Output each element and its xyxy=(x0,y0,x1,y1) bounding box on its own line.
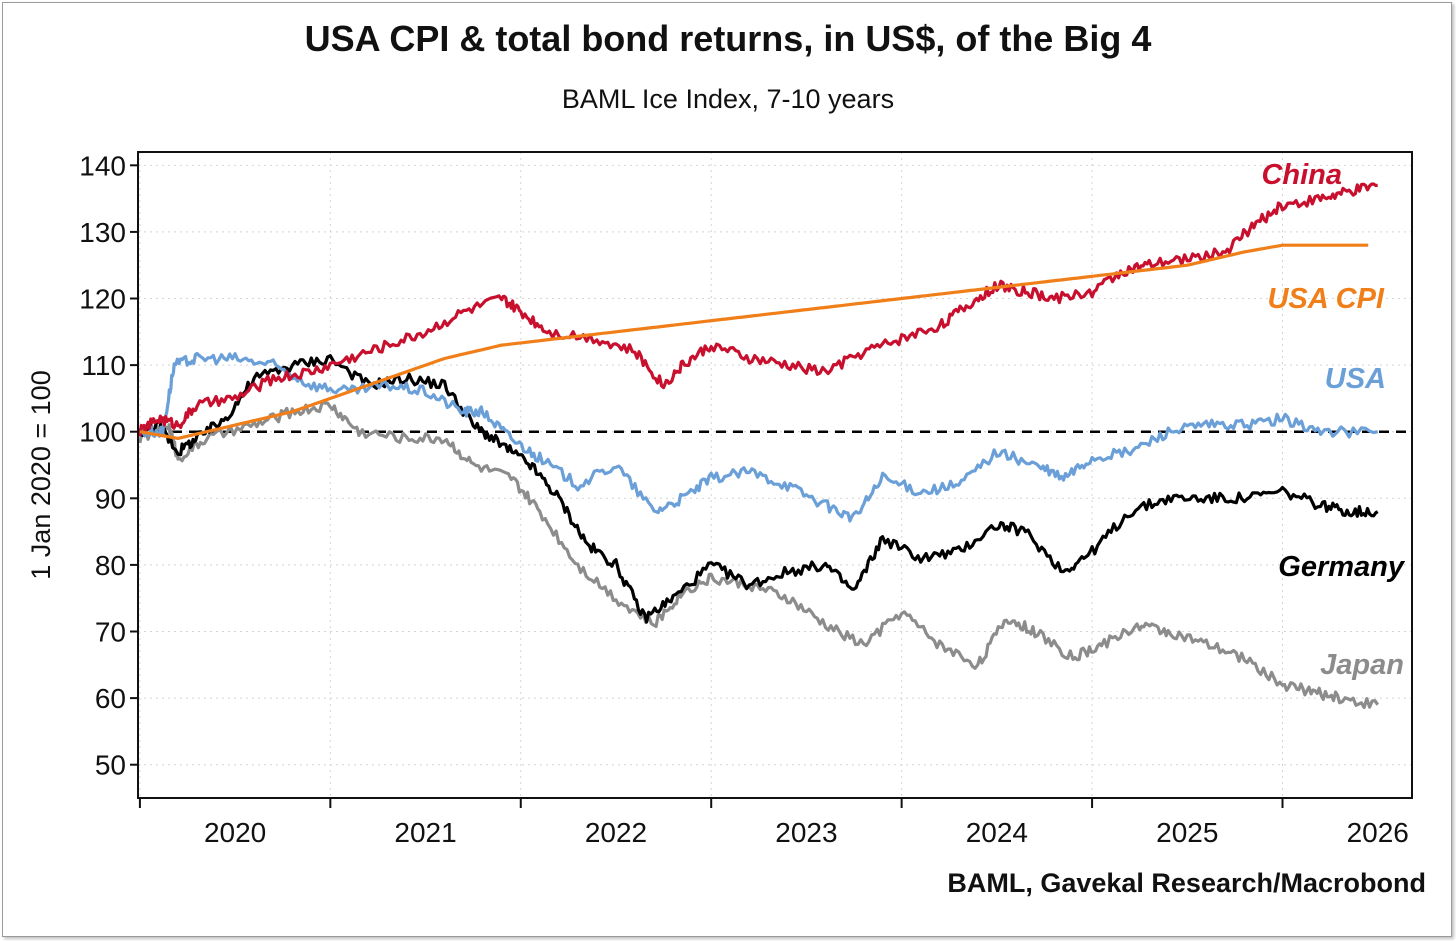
series-line-china xyxy=(138,182,1378,437)
y-axis-label: 1 Jan 2020 = 100 xyxy=(26,370,56,579)
x-tick-label: 2025 xyxy=(1156,817,1218,848)
y-tick-label: 50 xyxy=(95,750,126,781)
chart-subtitle: BAML Ice Index, 7-10 years xyxy=(561,84,895,114)
y-tick-label: 60 xyxy=(95,683,126,714)
x-tick-label: 2021 xyxy=(394,817,456,848)
y-tick-label: 100 xyxy=(79,417,126,448)
x-tick-label: 2020 xyxy=(204,817,266,848)
chart-title: USA CPI & total bond returns, in US$, of… xyxy=(304,18,1152,59)
series-lines xyxy=(138,182,1380,710)
x-axis-ticks: 2020 2021 2022 2023 2024 2025 2026 xyxy=(138,798,1409,848)
grid-lines xyxy=(138,152,1412,798)
y-tick-label: 80 xyxy=(95,550,126,581)
y-tick-label: 70 xyxy=(95,617,126,648)
y-axis-ticks: 50 60 70 80 90 100 110 120 130 140 xyxy=(79,150,138,781)
series-line-japan xyxy=(138,400,1380,710)
chart-source: BAML, Gavekal Research/Macrobond xyxy=(947,868,1426,898)
x-tick-label: 2024 xyxy=(966,817,1028,848)
y-tick-label: 120 xyxy=(79,284,126,315)
series-line-germany xyxy=(138,354,1379,624)
series-line-usa-cpi xyxy=(139,243,1369,440)
series-line-usa xyxy=(138,351,1379,523)
y-tick-label: 140 xyxy=(79,150,126,181)
y-tick-label: 130 xyxy=(79,217,126,248)
series-label-japan: Japan xyxy=(1320,649,1404,681)
series-label-germany: Germany xyxy=(1278,551,1406,583)
x-tick-label: 2023 xyxy=(775,817,837,848)
series-labels: China USA CPI USA Germany Japan xyxy=(1261,159,1405,681)
y-tick-label: 110 xyxy=(81,350,126,381)
plot-area-border xyxy=(137,151,1413,799)
series-label-usa-cpi: USA CPI xyxy=(1267,283,1384,315)
series-label-china: China xyxy=(1261,159,1342,191)
y-tick-label: 90 xyxy=(95,483,126,514)
series-label-usa: USA xyxy=(1325,363,1386,395)
x-tick-label: 2022 xyxy=(585,817,647,848)
x-tick-label: 2026 xyxy=(1347,817,1409,848)
